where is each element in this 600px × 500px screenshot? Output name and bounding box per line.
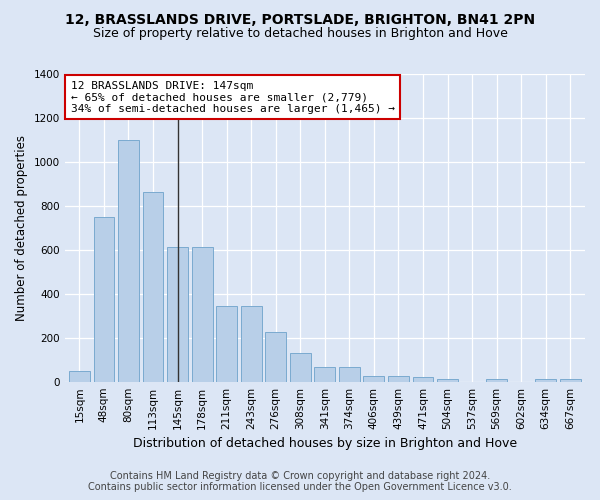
Text: 12, BRASSLANDS DRIVE, PORTSLADE, BRIGHTON, BN41 2PN: 12, BRASSLANDS DRIVE, PORTSLADE, BRIGHTO… <box>65 12 535 26</box>
Bar <box>167 246 188 382</box>
Bar <box>191 246 212 382</box>
Bar <box>314 368 335 382</box>
Bar <box>413 378 433 382</box>
Bar <box>143 192 163 382</box>
Text: Contains HM Land Registry data © Crown copyright and database right 2024.
Contai: Contains HM Land Registry data © Crown c… <box>88 471 512 492</box>
Bar <box>535 379 556 382</box>
Bar <box>94 217 115 382</box>
Bar <box>364 376 385 382</box>
Text: 12 BRASSLANDS DRIVE: 147sqm
← 65% of detached houses are smaller (2,779)
34% of : 12 BRASSLANDS DRIVE: 147sqm ← 65% of det… <box>71 80 395 114</box>
Text: Size of property relative to detached houses in Brighton and Hove: Size of property relative to detached ho… <box>92 28 508 40</box>
Bar <box>118 140 139 382</box>
Y-axis label: Number of detached properties: Number of detached properties <box>15 135 28 321</box>
Bar <box>560 380 581 382</box>
Bar <box>486 379 507 382</box>
Bar <box>241 306 262 382</box>
Bar <box>437 379 458 382</box>
Bar <box>216 306 237 382</box>
Bar <box>388 376 409 382</box>
X-axis label: Distribution of detached houses by size in Brighton and Hove: Distribution of detached houses by size … <box>133 437 517 450</box>
Bar <box>290 353 311 382</box>
Bar <box>69 372 90 382</box>
Bar <box>265 332 286 382</box>
Bar <box>339 368 360 382</box>
